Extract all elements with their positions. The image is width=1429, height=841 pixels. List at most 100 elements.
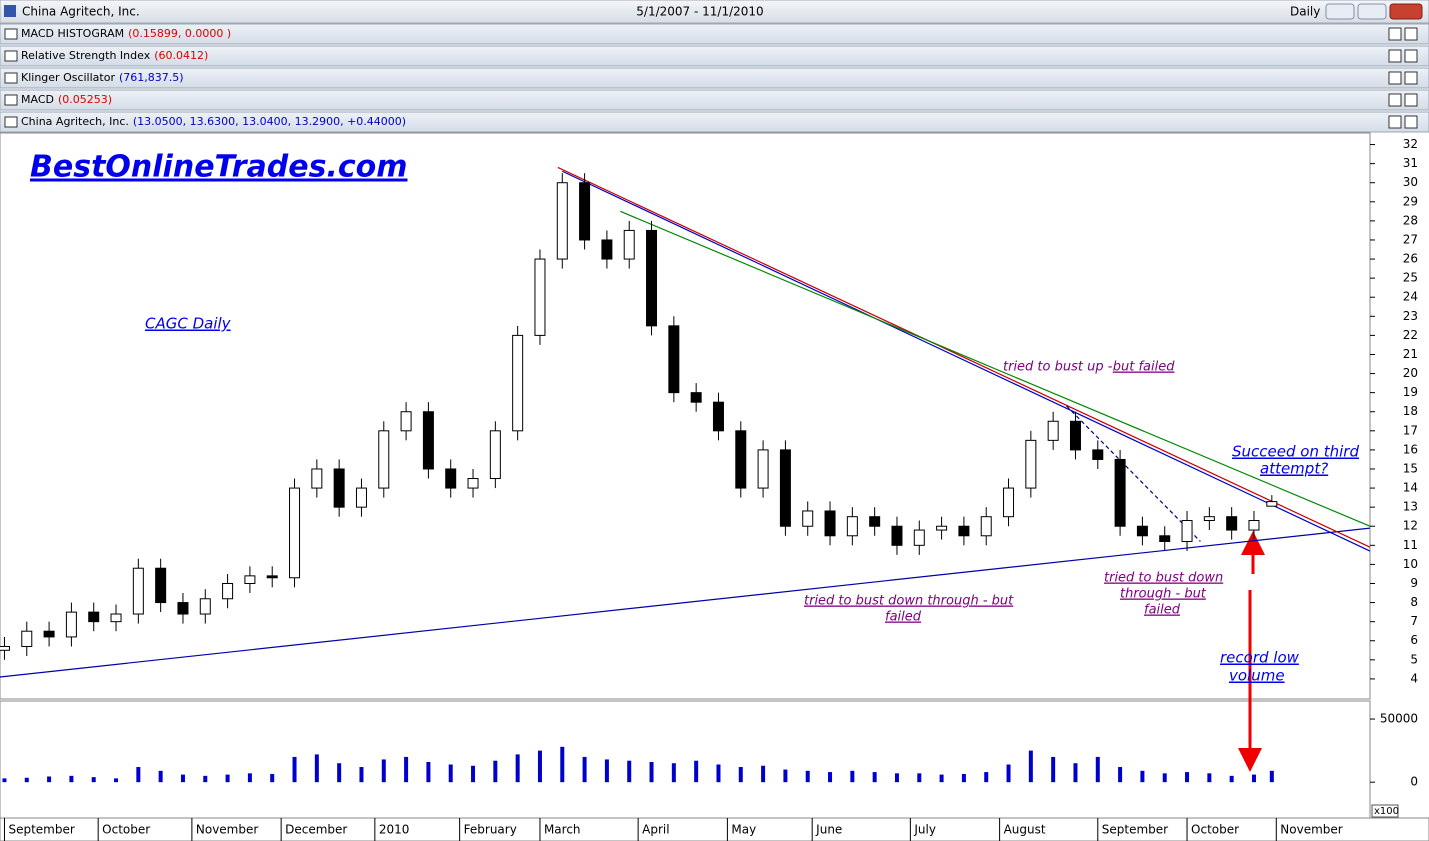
y-tick-label: 6: [1410, 633, 1418, 647]
y-tick-label: 17: [1403, 423, 1418, 437]
volume-bar: [984, 772, 989, 783]
candle-body: [1092, 449, 1104, 460]
candle-body: [110, 613, 122, 623]
x-tick-label: October: [102, 823, 150, 837]
x-tick-label: October: [1191, 823, 1239, 837]
y-tick-label: 20: [1403, 366, 1418, 380]
volume-bar: [448, 764, 453, 783]
volume-bar: [961, 773, 966, 783]
annotation: CAGC Daily: [145, 315, 232, 333]
candle-body: [1114, 458, 1126, 527]
trend-line: [1066, 405, 1201, 542]
candle-body: [289, 487, 301, 579]
y-tick-label: 13: [1403, 500, 1418, 514]
x-tick-label: June: [815, 823, 842, 837]
date-range: 5/1/2007 - 11/1/2010: [636, 5, 763, 19]
candle-body: [735, 430, 747, 489]
candle-body: [1266, 501, 1278, 507]
y-tick-label: 30: [1403, 175, 1418, 189]
y-tick-label: 24: [1403, 290, 1418, 304]
candle-body: [43, 630, 55, 638]
candle-body: [1203, 516, 1215, 522]
panel-name: MACD HISTOGRAM: [21, 27, 124, 40]
y-tick-label: 19: [1403, 385, 1418, 399]
volume-bar: [694, 760, 699, 783]
volume-bar: [1162, 773, 1167, 783]
candle-body: [534, 258, 546, 336]
candle-body: [869, 516, 881, 527]
volume-bar: [917, 773, 922, 783]
x-tick-label: March: [544, 823, 581, 837]
date-axis: [0, 817, 1429, 841]
y-tick-label: 21: [1403, 347, 1418, 361]
x-tick-label: November: [1280, 823, 1342, 837]
panel-header: [0, 67, 1429, 89]
volume-bar: [761, 765, 766, 783]
panel-name: Klinger Oscillator: [21, 71, 115, 84]
annotation: but failed: [1113, 360, 1175, 375]
candle-body: [132, 567, 144, 615]
panel-close[interactable]: [1404, 27, 1418, 41]
candle-body: [824, 510, 836, 537]
volume-bar: [515, 754, 520, 783]
volume-bar: [805, 770, 810, 783]
volume-bar: [582, 756, 587, 783]
panel-restore[interactable]: [1388, 71, 1402, 85]
panel-title: Klinger Oscillator (761,837.5): [21, 71, 184, 84]
volume-bar: [225, 774, 230, 783]
x-tick-label: May: [731, 823, 756, 837]
maximize-button[interactable]: [1357, 3, 1387, 20]
panel-close[interactable]: [1404, 49, 1418, 63]
x-tick-label: November: [196, 823, 258, 837]
y-tick-label: 4: [1410, 671, 1418, 685]
volume-bar: [872, 772, 877, 783]
panel-restore[interactable]: [1388, 49, 1402, 63]
candle-body: [378, 430, 390, 489]
close-button[interactable]: [1389, 3, 1423, 20]
volume-bar: [1028, 750, 1033, 783]
volume-bar: [471, 765, 476, 783]
volume-bar: [404, 756, 409, 783]
volume-bar: [1140, 770, 1145, 783]
panel-restore[interactable]: [1388, 27, 1402, 41]
volume-plot: [0, 700, 1371, 819]
candle-body: [1047, 420, 1059, 441]
trend-line: [562, 170, 1371, 552]
candle-body: [646, 229, 658, 327]
panel-restore[interactable]: [1388, 93, 1402, 107]
annotation: tried to bust down: [1104, 571, 1223, 586]
trend-line: [0, 527, 1371, 678]
panel-name: MACD: [21, 93, 54, 106]
volume-bar: [627, 760, 632, 783]
panel-values: (761,837.5): [119, 71, 184, 84]
panel-restore[interactable]: [1388, 115, 1402, 129]
volume-bar: [783, 769, 788, 783]
panel-values: (0.15899, 0.0000 ): [128, 27, 231, 40]
y-tick-label: 29: [1403, 194, 1418, 208]
annotation: record low: [1220, 649, 1300, 667]
volume-bar: [649, 761, 654, 783]
volume-bar: [716, 764, 721, 783]
y-tick-label: 15: [1403, 461, 1418, 475]
y-tick-label: 0: [1410, 775, 1418, 789]
panel-close[interactable]: [1404, 93, 1418, 107]
candle-body: [88, 611, 100, 623]
candle-body: [980, 516, 992, 537]
trend-line: [557, 166, 1371, 548]
interval: Daily: [1290, 5, 1320, 19]
panel-values: (0.05253): [58, 93, 112, 106]
panel-close[interactable]: [1404, 71, 1418, 85]
volume-bar: [1207, 773, 1212, 783]
candle-body: [0, 645, 10, 651]
panel-close[interactable]: [1404, 115, 1418, 129]
annotation: BestOnlineTrades.com: [30, 150, 407, 185]
candle-body: [512, 334, 524, 432]
volume-bar: [381, 759, 386, 783]
annotation: tried to bust down through - but: [804, 594, 1014, 609]
panel-title: MACD HISTOGRAM (0.15899, 0.0000 ): [21, 27, 231, 40]
candle-body: [668, 325, 680, 394]
title-bar: [0, 0, 1429, 24]
minimize-button[interactable]: [1325, 3, 1355, 20]
y-tick-label: 27: [1403, 232, 1418, 246]
candle-body: [311, 468, 323, 489]
